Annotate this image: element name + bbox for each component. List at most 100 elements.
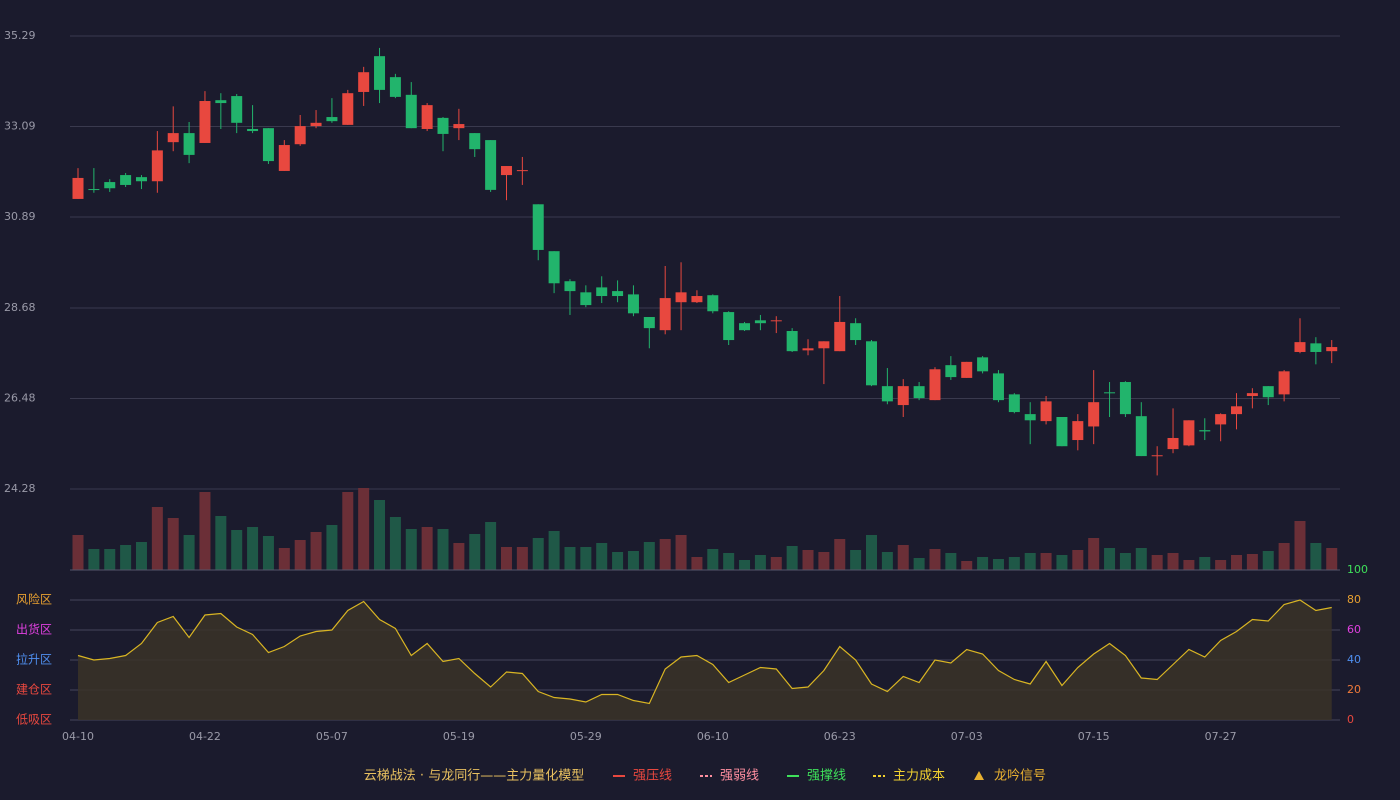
- volume-bar: [469, 534, 481, 570]
- volume-bar: [1310, 543, 1322, 570]
- candle-body: [881, 386, 893, 402]
- candle-body: [1104, 392, 1116, 394]
- volume-bar: [739, 560, 751, 570]
- candle-body: [1246, 393, 1258, 397]
- volume-bar: [215, 516, 227, 570]
- candle-body: [580, 292, 592, 306]
- candle-body: [485, 140, 497, 190]
- candle-body: [897, 386, 909, 406]
- y-tick-label: 28.68: [4, 301, 36, 314]
- volume-bar: [612, 552, 624, 570]
- volume-bar: [374, 500, 386, 570]
- volume-bar: [1119, 553, 1131, 570]
- candle-body: [342, 93, 354, 125]
- candle-body: [151, 150, 163, 182]
- candle-body: [627, 294, 639, 314]
- candle-body: [945, 365, 957, 378]
- y2-tick-label: 60: [1347, 623, 1361, 636]
- candle-body: [754, 320, 766, 324]
- candle-body: [659, 298, 671, 331]
- volume-bar: [120, 545, 132, 570]
- volume-bar: [485, 522, 497, 570]
- legend-title: 云梯战法 · 与龙同行——主力量化模型: [364, 769, 584, 784]
- volume-bar: [1246, 554, 1258, 570]
- volume-bar: [88, 549, 100, 570]
- volume-bar: [1088, 538, 1100, 570]
- volume-bar: [1040, 553, 1052, 570]
- volume-bar: [929, 549, 941, 570]
- volume-bar: [1104, 548, 1116, 570]
- volume-bar: [1135, 548, 1147, 570]
- y-tick-label: 26.48: [4, 391, 36, 404]
- volume-bar: [881, 552, 893, 570]
- y-tick-label: 24.28: [4, 482, 36, 495]
- legend-label: 强弱线: [720, 769, 759, 784]
- volume-bar: [961, 561, 973, 570]
- candle-body: [1040, 401, 1052, 422]
- candle-body: [612, 291, 624, 297]
- legend-label: 强撑线: [807, 769, 846, 784]
- volume-bar: [278, 548, 290, 570]
- candle-body: [326, 117, 338, 122]
- x-tick-label: 04-22: [189, 730, 221, 743]
- volume-bar: [1183, 560, 1195, 570]
- legend-label: 主力成本: [893, 769, 945, 784]
- candle-body: [278, 145, 290, 171]
- volume-bar: [532, 538, 544, 570]
- volume-bar: [770, 557, 782, 570]
- candle-body: [1167, 437, 1179, 450]
- candle-body: [1151, 455, 1163, 457]
- candle-body: [818, 341, 830, 349]
- volume-bar: [135, 542, 147, 570]
- volume-bar: [802, 550, 814, 570]
- volume-bar: [913, 558, 925, 570]
- volume-bar: [405, 529, 417, 570]
- candle-body: [500, 166, 512, 176]
- volume-bar: [389, 517, 401, 570]
- candle-body: [1278, 371, 1290, 395]
- volume-bar: [834, 539, 846, 570]
- candle-body: [1056, 416, 1068, 447]
- volume-bar: [1262, 551, 1274, 570]
- volume-bar: [1199, 557, 1211, 570]
- legend-marker: [974, 771, 984, 780]
- y-tick-label: 35.29: [4, 29, 36, 42]
- volume-bar: [72, 535, 84, 570]
- volume-bar: [151, 507, 163, 570]
- volume-bar: [548, 531, 560, 570]
- candle-body: [421, 105, 433, 129]
- candle-body: [596, 287, 608, 297]
- candle-body: [1215, 414, 1227, 425]
- candle-body: [739, 323, 751, 331]
- candle-body: [564, 281, 576, 292]
- candle-body: [469, 133, 481, 150]
- volume-bar: [643, 542, 655, 570]
- volume-bar: [1167, 553, 1179, 570]
- x-tick-label: 04-10: [62, 730, 94, 743]
- volume-bar: [167, 518, 179, 570]
- candle-body: [231, 96, 243, 123]
- volume-bar: [1024, 553, 1036, 570]
- volume-bar: [453, 543, 465, 570]
- y2-tick-label: 20: [1347, 683, 1361, 696]
- volume-bar: [1072, 550, 1084, 570]
- volume-bar: [818, 552, 830, 570]
- candle-body: [548, 251, 560, 284]
- candle-body: [88, 189, 100, 191]
- candle-body: [643, 317, 655, 329]
- volume-bar: [1231, 555, 1243, 570]
- volume-bar: [199, 492, 211, 570]
- candle-body: [72, 177, 84, 199]
- candle-body: [1072, 421, 1084, 441]
- candle-body: [104, 182, 116, 189]
- volume-bar: [580, 547, 592, 570]
- volume-bar: [564, 547, 576, 570]
- volume-bar: [1215, 560, 1227, 570]
- candle-body: [1135, 416, 1147, 457]
- x-tick-label: 07-15: [1078, 730, 1110, 743]
- y-tick-label: 33.09: [4, 120, 36, 133]
- volume-bar: [342, 492, 354, 570]
- oscillator-line: [77, 599, 1332, 705]
- candle-body: [310, 122, 322, 127]
- candle-body: [1262, 386, 1274, 398]
